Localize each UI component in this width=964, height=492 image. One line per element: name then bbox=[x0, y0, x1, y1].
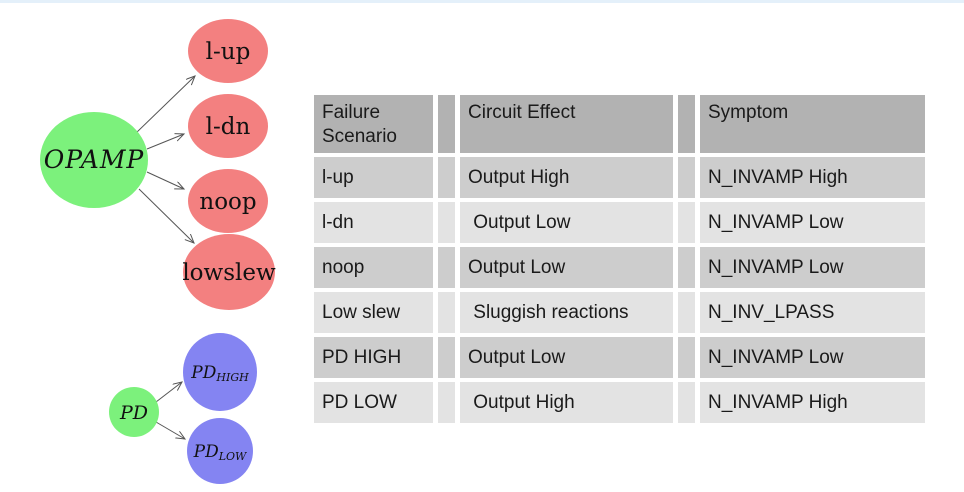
node-pdlow-label: PDLOW bbox=[193, 442, 248, 463]
node-pdlow bbox=[187, 418, 253, 484]
cell-circuit-effect: Output Low bbox=[460, 247, 673, 288]
cell-circuit-effect: Output High bbox=[460, 157, 673, 198]
table-spacer-cell bbox=[678, 337, 695, 378]
table-spacer-cell bbox=[678, 95, 695, 153]
node-noop bbox=[188, 169, 268, 233]
cell-scenario: l-dn bbox=[314, 202, 433, 243]
table-spacer-cell bbox=[678, 202, 695, 243]
node-lowslew bbox=[183, 234, 275, 310]
cell-scenario: noop bbox=[314, 247, 433, 288]
table-spacer-cell bbox=[678, 292, 695, 333]
table-spacer-cell bbox=[438, 95, 455, 153]
cell-circuit-effect: Output High bbox=[460, 382, 673, 423]
node-pdhigh bbox=[183, 333, 257, 411]
cell-symptom: N_INVAMP High bbox=[700, 157, 925, 198]
edge-opamp-lowslew bbox=[138, 188, 194, 243]
cell-symptom: N_INVAMP Low bbox=[700, 247, 925, 288]
edge-opamp-noop bbox=[146, 171, 184, 189]
node-lup-label: l-up bbox=[206, 39, 251, 65]
table-spacer-cell bbox=[438, 247, 455, 288]
fault-tree-diagram: OPAMP l-up l-dn noop lowslew PD PDHIGH P… bbox=[40, 19, 276, 484]
header-failure-scenario: Failure Scenario bbox=[314, 95, 433, 153]
cell-scenario: PD LOW bbox=[314, 382, 433, 423]
table-spacer-cell bbox=[438, 157, 455, 198]
window-top-edge bbox=[0, 0, 964, 3]
table-spacer-cell bbox=[678, 247, 695, 288]
table-spacer-cell bbox=[678, 382, 695, 423]
node-pd-label: PD bbox=[119, 402, 148, 424]
edge-opamp-lup bbox=[135, 76, 195, 134]
table-spacer-cell bbox=[438, 337, 455, 378]
node-ldn bbox=[188, 94, 268, 158]
edge-opamp-ldn bbox=[146, 134, 184, 150]
node-pdhigh-label: PDHIGH bbox=[190, 363, 249, 384]
edge-pd-pdlow bbox=[155, 421, 185, 439]
cell-circuit-effect: Sluggish reactions bbox=[460, 292, 673, 333]
node-pd bbox=[109, 387, 159, 437]
node-noop-label: noop bbox=[199, 189, 256, 215]
node-opamp-label: OPAMP bbox=[44, 145, 145, 174]
cell-circuit-effect: Output Low bbox=[460, 337, 673, 378]
cell-symptom: N_INV_LPASS bbox=[700, 292, 925, 333]
cell-scenario: l-up bbox=[314, 157, 433, 198]
cell-symptom: N_INVAMP High bbox=[700, 382, 925, 423]
cell-symptom: N_INVAMP Low bbox=[700, 337, 925, 378]
header-circuit-effect: Circuit Effect bbox=[460, 95, 673, 153]
node-opamp bbox=[40, 112, 148, 208]
cell-circuit-effect: Output Low bbox=[460, 202, 673, 243]
failure-symptom-table: Failure Scenario Circuit Effect Symptom … bbox=[314, 95, 925, 423]
table-spacer-cell bbox=[438, 382, 455, 423]
cell-symptom: N_INVAMP Low bbox=[700, 202, 925, 243]
edge-pd-pdhigh bbox=[155, 382, 182, 403]
node-ldn-label: l-dn bbox=[206, 114, 251, 140]
cell-scenario: PD HIGH bbox=[314, 337, 433, 378]
node-lowslew-label: lowslew bbox=[182, 260, 276, 286]
node-lup bbox=[188, 19, 268, 83]
table-spacer-cell bbox=[438, 292, 455, 333]
table-spacer-cell bbox=[438, 202, 455, 243]
cell-scenario: Low slew bbox=[314, 292, 433, 333]
header-symptom: Symptom bbox=[700, 95, 925, 153]
table-spacer-cell bbox=[678, 157, 695, 198]
